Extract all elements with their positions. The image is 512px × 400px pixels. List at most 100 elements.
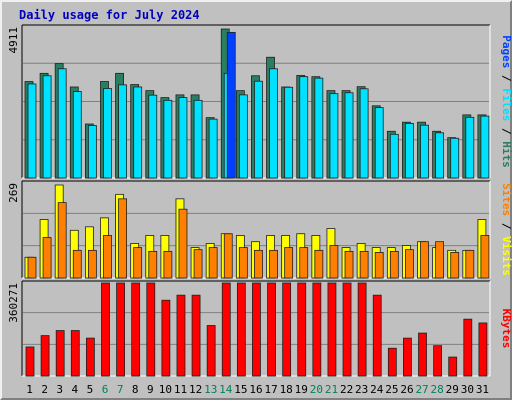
bar-sites-day-3 bbox=[57, 202, 67, 279]
bar-sites-day-16 bbox=[254, 249, 263, 279]
bar-files-day-15 bbox=[238, 94, 248, 179]
bar-sites-day-20 bbox=[314, 249, 324, 279]
bar-files-day-26 bbox=[405, 122, 414, 179]
x-tick-label-15: 15 bbox=[234, 383, 247, 396]
x-tick-label-31: 31 bbox=[476, 383, 489, 396]
bar-sites-day-25 bbox=[389, 250, 399, 279]
bar-kbytes-day-31 bbox=[478, 322, 488, 377]
bar-sites-day-21 bbox=[329, 245, 339, 279]
bar-files-day-24 bbox=[374, 107, 384, 179]
bar-kbytes-day-22 bbox=[342, 282, 352, 377]
bar-files-day-28 bbox=[435, 132, 445, 179]
bar-kbytes-day-28 bbox=[433, 345, 443, 377]
bar-files-day-25 bbox=[389, 133, 399, 179]
x-tick-label-18: 18 bbox=[280, 383, 293, 396]
bar-sites-day-4 bbox=[72, 249, 82, 279]
bar-sites-day-23 bbox=[359, 250, 369, 279]
bar-sites-day-17 bbox=[269, 249, 278, 279]
bar-sites-day-18 bbox=[284, 247, 294, 279]
bar-sites-day-12 bbox=[193, 249, 203, 279]
bar-files-day-13 bbox=[208, 118, 218, 179]
bar-files-day-5 bbox=[87, 125, 97, 179]
x-tick-label-25: 25 bbox=[385, 383, 398, 396]
bar-kbytes-day-9 bbox=[146, 282, 156, 377]
legend-separator: / bbox=[500, 68, 512, 88]
bar-sites-day-8 bbox=[133, 247, 143, 279]
x-tick-label-16: 16 bbox=[249, 383, 262, 396]
bar-sites-day-29 bbox=[450, 252, 460, 279]
x-tick-label-23: 23 bbox=[355, 383, 368, 396]
bar-kbytes-day-1 bbox=[25, 346, 35, 377]
bar-files-day-20 bbox=[314, 77, 324, 179]
bar-sites-day-7 bbox=[118, 198, 127, 279]
bar-files-day-7 bbox=[118, 84, 127, 179]
bar-sites-day-5 bbox=[87, 249, 97, 279]
bar-sites-day-6 bbox=[103, 235, 112, 279]
bar-kbytes-day-16 bbox=[252, 282, 261, 377]
bar-files-day-4 bbox=[72, 91, 82, 179]
bar-sites-day-27 bbox=[420, 241, 429, 279]
bar-kbytes-day-3 bbox=[55, 330, 65, 377]
x-tick-label-6: 6 bbox=[102, 383, 109, 396]
bar-files-day-17 bbox=[269, 68, 278, 179]
legend-item-visits: Visits bbox=[500, 236, 512, 276]
bar-files-day-11 bbox=[178, 97, 188, 179]
x-tick-label-2: 2 bbox=[41, 383, 48, 396]
bar-kbytes-day-29 bbox=[448, 356, 458, 377]
x-tick-label-27: 27 bbox=[415, 383, 428, 396]
bar-files-day-12 bbox=[193, 99, 203, 179]
panel-hits: 4911 Pages / Files / Hits bbox=[7, 24, 512, 179]
chart-title: Daily usage for July 2024 bbox=[19, 8, 200, 22]
bar-sites-day-14 bbox=[223, 233, 233, 279]
x-tick-label-26: 26 bbox=[400, 383, 413, 396]
x-tick-label-24: 24 bbox=[370, 383, 384, 396]
legend-separator: / bbox=[500, 121, 512, 141]
x-tick-label-22: 22 bbox=[340, 383, 353, 396]
x-tick-label-13: 13 bbox=[204, 383, 217, 396]
bar-kbytes-day-30 bbox=[463, 318, 473, 377]
bar-files-day-29 bbox=[450, 137, 460, 179]
bar-files-day-1 bbox=[27, 83, 37, 179]
x-tick-label-8: 8 bbox=[132, 383, 139, 396]
bar-files-day-8 bbox=[133, 86, 143, 179]
ymax-label-visits: 269 bbox=[7, 183, 20, 203]
bar-sites-day-30 bbox=[465, 249, 475, 279]
panel-visits: 269 Sites / Visits bbox=[7, 180, 512, 279]
x-tick-label-11: 11 bbox=[174, 383, 187, 396]
x-tick-label-29: 29 bbox=[446, 383, 459, 396]
bar-sites-day-24 bbox=[374, 252, 384, 279]
bar-kbytes-day-6 bbox=[101, 282, 110, 377]
bar-kbytes-day-26 bbox=[403, 337, 412, 377]
bar-files-day-2 bbox=[42, 75, 52, 179]
ymax-label-kbytes: 360271 bbox=[7, 283, 20, 323]
legend-separator: / bbox=[500, 216, 512, 236]
bar-files-day-23 bbox=[359, 88, 369, 179]
legend-item-pages: Pages bbox=[500, 35, 512, 68]
x-tick-label-19: 19 bbox=[295, 383, 308, 396]
bar-sites-day-1 bbox=[27, 256, 37, 279]
x-tick-label-21: 21 bbox=[325, 383, 338, 396]
x-tick-label-7: 7 bbox=[117, 383, 124, 396]
x-tick-label-30: 30 bbox=[461, 383, 474, 396]
bar-kbytes-day-23 bbox=[357, 282, 367, 377]
bar-kbytes-day-8 bbox=[131, 282, 141, 377]
bar-files-day-27 bbox=[420, 124, 429, 179]
legend-kbytes: KBytes bbox=[500, 309, 512, 349]
x-tick-label-3: 3 bbox=[56, 383, 63, 396]
bar-kbytes-day-25 bbox=[387, 347, 397, 377]
bar-files-day-18 bbox=[284, 86, 294, 179]
x-tick-label-9: 9 bbox=[147, 383, 154, 396]
bar-files-day-31 bbox=[480, 115, 490, 179]
bar-kbytes-day-20 bbox=[312, 282, 322, 377]
bar-kbytes-day-2 bbox=[40, 335, 50, 377]
bar-kbytes-day-10 bbox=[161, 299, 171, 377]
bar-kbytes-day-13 bbox=[206, 325, 216, 377]
bar-pages-day-14 bbox=[226, 31, 236, 179]
bar-kbytes-day-11 bbox=[176, 294, 186, 377]
bar-kbytes-day-14 bbox=[221, 282, 231, 377]
legend-visits: Sites / Visits bbox=[500, 183, 512, 276]
bar-files-day-9 bbox=[148, 94, 158, 179]
x-tick-label-20: 20 bbox=[310, 383, 323, 396]
bar-kbytes-day-17 bbox=[267, 282, 276, 377]
